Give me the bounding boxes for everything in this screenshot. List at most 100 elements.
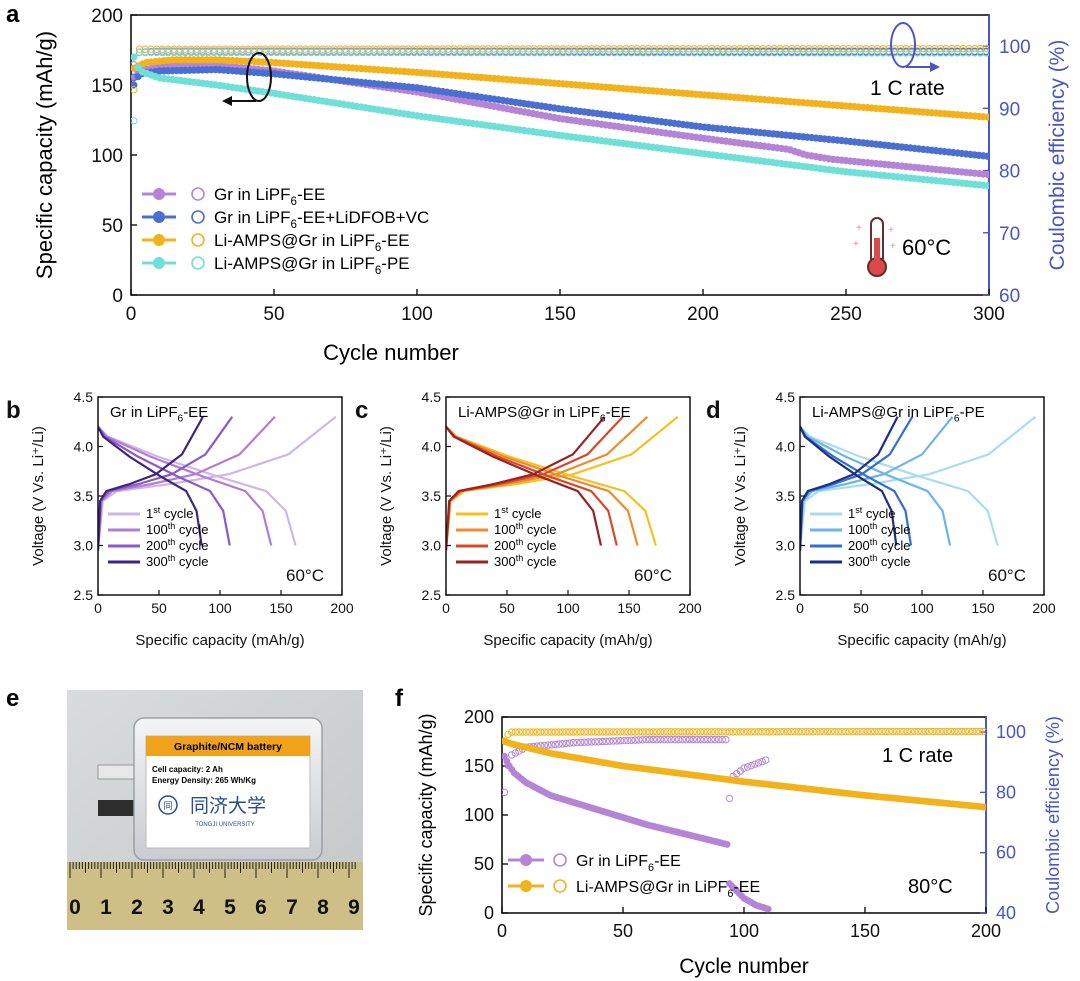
efficiency-point (620, 736, 628, 745)
efficiency-point (376, 45, 384, 53)
efficiency-point (942, 44, 950, 53)
x-tick-label-a: 50 (263, 304, 284, 325)
efficiency-point (393, 45, 401, 53)
efficiency-point (227, 45, 235, 53)
efficiency-point (827, 727, 835, 736)
plot-frame-a (130, 14, 990, 296)
temperature-label-b: 60°C (286, 566, 324, 585)
efficiency-point (751, 728, 759, 736)
efficiency-point (175, 45, 184, 53)
annotation-temp-f: 80°C (908, 876, 953, 898)
efficiency-point (816, 49, 824, 57)
capacity-point (983, 182, 989, 190)
efficiency-point (947, 727, 955, 736)
y2-tick-label-f: 60 (996, 843, 1016, 863)
efficiency-point (479, 45, 487, 53)
svg-text:+: + (853, 239, 859, 250)
efficiency-point (519, 48, 527, 57)
y-tick-label: 3.0 (74, 538, 94, 554)
cycle-legend-label: 1st cycle (494, 505, 541, 521)
x-tick-label-f: 200 (971, 921, 1001, 941)
efficiency-point (839, 49, 847, 57)
efficiency-point (604, 48, 613, 57)
efficiency-point (278, 45, 287, 53)
efficiency-point (725, 45, 733, 53)
efficiency-point (719, 45, 727, 53)
efficiency-point (900, 727, 908, 736)
efficiency-point (782, 49, 790, 57)
efficiency-point (736, 45, 744, 53)
legend-label: Li-AMPS@Gr in LiPF6-PE (214, 254, 410, 277)
efficiency-point (649, 728, 657, 736)
y2-axis-label-a: Coulombic efficiency (%) (1046, 40, 1069, 271)
efficiency-point (656, 735, 665, 744)
efficiency-point (559, 48, 567, 57)
y2-axis-label-f: Coulombic efficiency (%) (1043, 716, 1063, 914)
efficiency-point (296, 48, 304, 57)
efficiency-point (799, 49, 807, 57)
efficiency-point (551, 740, 559, 749)
discharge-curve (98, 426, 203, 546)
efficiency-point (605, 728, 614, 736)
efficiency-point (610, 48, 619, 57)
cycle-legend-label: 200th cycle (494, 537, 556, 553)
efficiency-point (244, 45, 252, 53)
efficiency-point (662, 49, 670, 57)
efficiency-point (599, 48, 607, 57)
efficiency-point (501, 45, 510, 53)
panel-c: c 0 50 100 150 200 2.5 3.0 3.5 4.0 4.5 Specific cap… (355, 389, 702, 649)
efficiency-point (682, 735, 690, 744)
efficiency-point (513, 45, 521, 53)
legend-filled-marker (153, 257, 165, 269)
svg-text:+: + (856, 223, 862, 234)
efficiency-point (536, 48, 544, 57)
efficiency-point (845, 727, 853, 736)
cycle-legend-label: 300th cycle (494, 553, 556, 569)
efficiency-point (164, 48, 172, 57)
efficiency-point (850, 44, 859, 53)
x-tick-label-f: 100 (729, 921, 759, 941)
capacity-point (983, 152, 989, 160)
cycle-legend-label: 300th cycle (146, 553, 208, 569)
efficiency-point (444, 45, 453, 53)
efficiency-point (273, 45, 281, 53)
efficiency-point (863, 727, 872, 736)
ruler-number: 4 (193, 896, 205, 919)
efficiency-point (907, 727, 915, 736)
efficiency-point (954, 727, 962, 736)
efficiency-point (444, 48, 453, 57)
efficiency-point (616, 48, 624, 57)
x-tick-label-a: 300 (973, 304, 1005, 325)
capacity-point (983, 170, 989, 179)
efficiency-point (971, 44, 979, 53)
efficiency-point (972, 727, 981, 736)
efficiency-point (707, 728, 716, 736)
capacity-point (982, 803, 986, 811)
y-tick-label: 3.5 (422, 488, 442, 504)
legend-open-marker (191, 187, 205, 201)
legend-label: Li-AMPS@Gr in LiPF6-EE (214, 231, 410, 254)
efficiency-point (569, 739, 578, 747)
efficiency-point (593, 48, 601, 57)
efficiency-point (639, 45, 647, 53)
efficiency-point (965, 727, 973, 736)
efficiency-point (404, 45, 413, 53)
y-tick-label: 4.0 (422, 439, 442, 455)
efficiency-point (131, 117, 138, 125)
efficiency-point (896, 727, 904, 736)
efficiency-point (330, 48, 338, 57)
efficiency-point (170, 45, 178, 53)
efficiency-point (609, 728, 618, 736)
efficiency-point (719, 49, 727, 57)
curves-c (446, 415, 679, 551)
efficiency-point (573, 728, 581, 736)
y-axis-label-f: Specific capacity (mAh/g) (416, 713, 436, 916)
efficiency-point (547, 45, 556, 53)
efficiency-point (562, 739, 570, 748)
efficiency-point (711, 735, 719, 744)
y-axis-label-d: Voltage (V Vs. Li⁺/Li) (732, 426, 749, 566)
efficiency-point (664, 728, 672, 736)
efficiency-point (965, 49, 973, 57)
